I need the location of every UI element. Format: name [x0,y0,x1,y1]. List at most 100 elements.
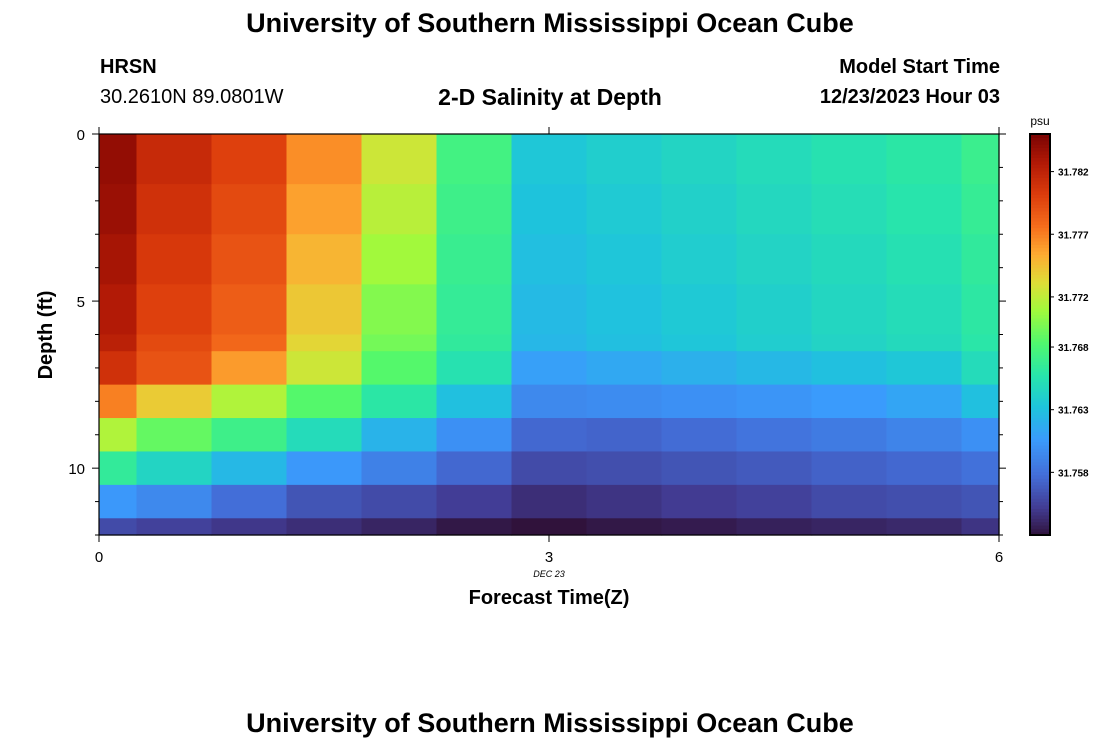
colorbar-segment [1030,297,1050,302]
heatmap-cell [586,334,663,352]
colorbar-segment [1030,518,1050,523]
heatmap-cell [811,518,888,536]
colorbar-segment [1030,344,1050,349]
heatmap-cell [961,384,1000,419]
x-tick-label: 0 [95,549,103,566]
colorbar-segment [1030,281,1050,285]
colorbar-segment [1030,294,1050,299]
heatmap-cell [99,384,138,419]
colorbar-segment [1030,167,1050,172]
colorbar-segment [1030,511,1050,516]
heatmap-cell [211,184,288,235]
heatmap-cell [361,134,438,185]
heatmap-cell [136,334,213,352]
heatmap-cell [661,284,738,336]
station-coordinates: 30.2610N 89.0801W [100,86,284,108]
colorbar-segment [1030,214,1050,219]
colorbar-segment [1030,257,1050,262]
heatmap-cell [886,451,963,486]
colorbar-segment [1030,287,1050,292]
heatmap-cell [136,184,213,235]
heatmap-cell [286,134,363,185]
colorbar-segment [1030,414,1050,419]
heatmap-cell [136,134,213,185]
heatmap-cell [586,184,663,235]
heatmap-cell [511,518,588,536]
heatmap-cell [811,384,888,419]
colorbar-segment [1030,327,1050,332]
y-tick-label: 10 [68,461,85,478]
heatmap-cell [99,184,138,235]
heatmap-cell [886,134,963,185]
colorbar-segment [1030,240,1050,245]
heatmap-cell [286,518,363,536]
colorbar-segment [1030,434,1050,439]
heatmap-cell [136,451,213,486]
heatmap-cell [811,284,888,336]
colorbar-segment [1030,220,1050,225]
heatmap-cell [511,284,588,336]
heatmap-cell [136,351,213,386]
colorbar-segment [1030,351,1050,356]
colorbar-segment [1030,428,1050,433]
heatmap-cell [811,134,888,185]
heatmap-cell [586,134,663,185]
heatmap-cell [211,484,288,519]
heatmap-cell [961,334,1000,352]
colorbar-unit-label: psu [1030,114,1049,128]
heatmap-cell [661,451,738,486]
colorbar-segment [1030,317,1050,322]
heatmap-cell [886,184,963,235]
heatmap-cell [961,351,1000,386]
heatmap-cell [436,234,513,285]
colorbar-segment [1030,234,1050,239]
heatmap-cell [436,484,513,519]
colorbar-segment [1030,418,1050,422]
colorbar-segment [1030,391,1050,396]
colorbar-segment [1030,164,1050,169]
colorbar-tick-label: 31.758 [1058,468,1089,479]
heatmap-cell [661,184,738,235]
colorbar-segment [1030,454,1050,459]
heatmap-cell [511,234,588,285]
heatmap-cell [99,451,138,486]
heatmap-cell [511,134,588,185]
heatmap-cell [99,284,138,336]
x-axis-label: Forecast Time(Z) [469,587,630,609]
heatmap-cell [586,418,663,453]
heatmap-cell [886,351,963,386]
heatmap-cell [211,234,288,285]
heatmap-cell [286,451,363,486]
chart-subtitle: 2-D Salinity at Depth [438,84,662,110]
colorbar-segment [1030,177,1050,182]
colorbar-segment [1030,498,1050,503]
heatmap-cell [361,184,438,235]
heatmap-cell [361,234,438,285]
colorbar-segment [1030,411,1050,416]
heatmap-cell [436,184,513,235]
x-tick-label: 6 [995,549,1003,566]
heatmap-cell [211,351,288,386]
colorbar-segment [1030,337,1050,342]
colorbar-segment [1030,250,1050,255]
heatmap-cell [736,484,813,519]
heatmap-cell [586,484,663,519]
colorbar-segment [1030,404,1050,409]
heatmap-cell [361,351,438,386]
colorbar-segment [1030,371,1050,376]
heatmap-cell [511,418,588,453]
heatmap-cell [586,518,663,536]
heatmap-cell [661,518,738,536]
colorbar-segment [1030,194,1050,199]
colorbar-segment [1030,341,1050,346]
heatmap-cell [136,418,213,453]
colorbar-segment [1030,147,1050,152]
heatmap-cell [361,418,438,453]
colorbar-segment [1030,200,1050,205]
heatmap-cell [286,334,363,352]
colorbar-segment [1030,204,1050,209]
heatmap-cell [661,418,738,453]
colorbar-tick-label: 31.777 [1058,230,1089,241]
heatmap-cell [361,518,438,536]
